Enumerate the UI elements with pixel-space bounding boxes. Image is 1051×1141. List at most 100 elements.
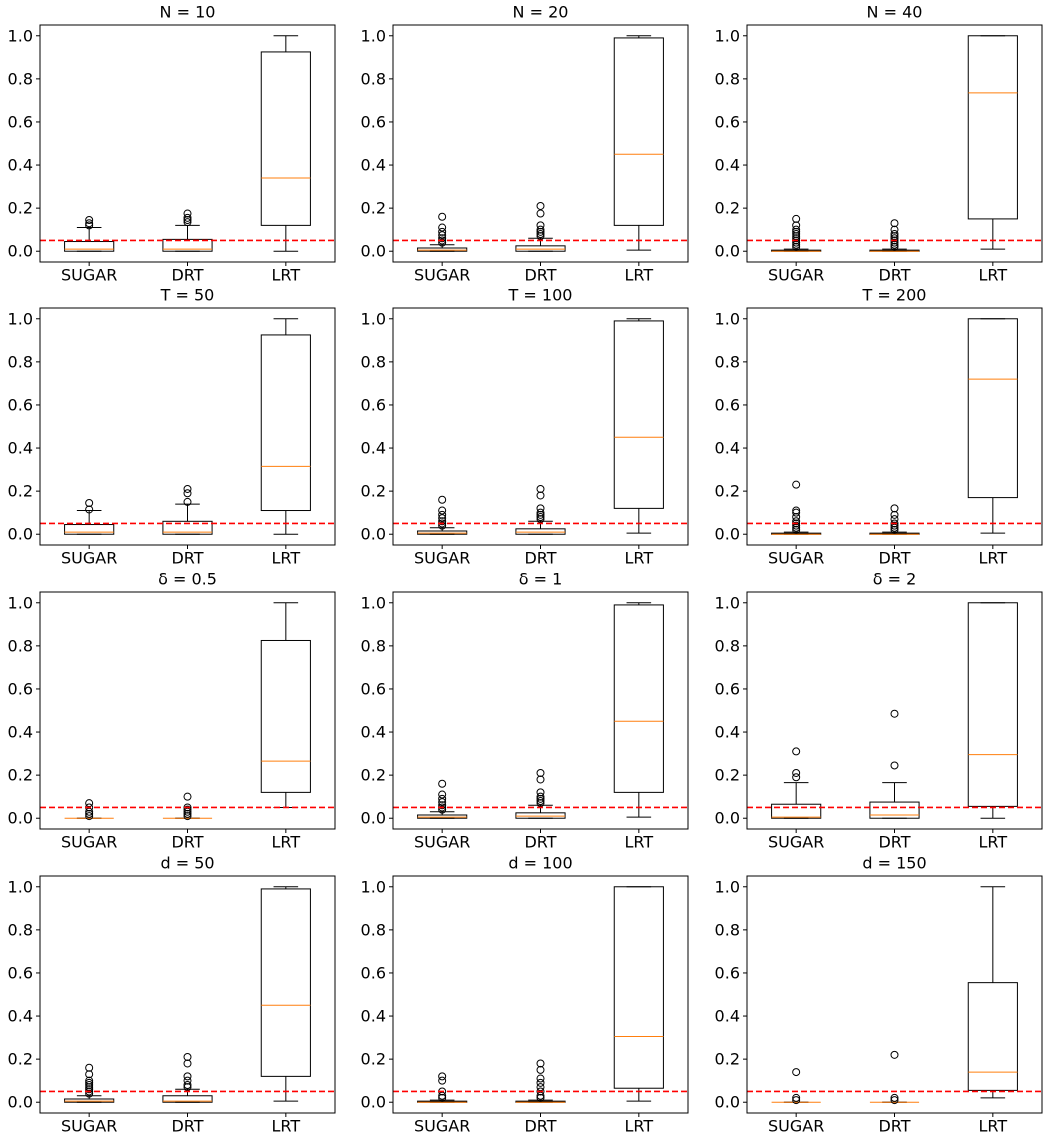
flier xyxy=(183,1059,192,1068)
flier xyxy=(438,1093,447,1102)
flier xyxy=(85,1070,94,1079)
flier xyxy=(536,201,545,210)
x-tick-label: DRT xyxy=(171,833,203,852)
flier xyxy=(85,807,94,816)
flier xyxy=(890,521,899,530)
flier xyxy=(536,504,545,513)
flier xyxy=(183,1083,192,1092)
flier xyxy=(890,515,899,524)
y-tick-label: 0.0 xyxy=(361,1093,386,1112)
y-tick-label: 0.6 xyxy=(8,679,33,698)
box xyxy=(417,814,468,819)
flier xyxy=(890,234,899,243)
y-tick-label: 0.4 xyxy=(361,156,386,175)
y-tick-label: 1.0 xyxy=(8,26,33,45)
flier xyxy=(183,1072,192,1081)
y-tick-label: 0.8 xyxy=(361,69,386,88)
y-tick-label: 0.6 xyxy=(715,679,740,698)
flier xyxy=(438,510,447,519)
flier xyxy=(792,523,801,532)
flier xyxy=(183,489,192,498)
y-tick-label: 0.8 xyxy=(715,636,740,655)
y-tick-label: 1.0 xyxy=(361,877,386,896)
x-tick-label: DRT xyxy=(171,1117,203,1136)
box xyxy=(417,247,468,252)
y-tick-label: 0.0 xyxy=(8,809,33,828)
y-tick-label: 0.8 xyxy=(715,920,740,939)
y-tick-label: 0.6 xyxy=(8,395,33,414)
flier xyxy=(438,231,447,240)
y-tick-label: 0.4 xyxy=(8,1007,33,1026)
x-tick-label: LRT xyxy=(625,833,654,852)
flier xyxy=(890,219,899,228)
y-tick-label: 0.2 xyxy=(8,1050,33,1069)
flier xyxy=(536,1078,545,1087)
flier xyxy=(792,773,801,782)
flier xyxy=(890,229,899,238)
box xyxy=(260,639,311,793)
box xyxy=(967,318,1018,499)
x-tick-label: SUGAR xyxy=(414,1117,470,1136)
flier xyxy=(183,812,192,821)
y-tick-label: 0.6 xyxy=(715,112,740,131)
flier xyxy=(85,1085,94,1094)
y-tick-label: 0.0 xyxy=(715,809,740,828)
y-tick-label: 1.0 xyxy=(8,593,33,612)
flier xyxy=(536,491,545,500)
flier xyxy=(183,809,192,818)
axes-frame xyxy=(392,24,689,263)
box xyxy=(417,530,468,535)
flier xyxy=(792,1096,801,1105)
x-tick-label: LRT xyxy=(272,266,301,285)
flier xyxy=(438,521,447,530)
x-tick-label: DRT xyxy=(524,266,556,285)
x-tick-label: LRT xyxy=(625,266,654,285)
y-tick-label: 0.2 xyxy=(715,482,740,501)
flier xyxy=(85,215,94,224)
flier xyxy=(792,214,801,223)
flier xyxy=(792,232,801,241)
flier xyxy=(438,1091,447,1100)
flier xyxy=(438,506,447,515)
flier xyxy=(438,227,447,236)
x-tick-label: SUGAR xyxy=(414,833,470,852)
axes-frame xyxy=(746,24,1043,263)
flier xyxy=(792,768,801,777)
flier xyxy=(438,495,447,504)
subplot-title: N = 20 xyxy=(513,3,569,22)
flier xyxy=(890,761,899,770)
flier xyxy=(536,792,545,801)
flier xyxy=(792,525,801,534)
flier xyxy=(85,1080,94,1089)
x-tick-label: LRT xyxy=(979,266,1008,285)
y-tick-label: 1.0 xyxy=(715,593,740,612)
y-tick-label: 1.0 xyxy=(715,877,740,896)
x-tick-label: DRT xyxy=(171,266,203,285)
flier xyxy=(536,1059,545,1068)
flier xyxy=(890,709,899,718)
flier xyxy=(183,1052,192,1061)
flier xyxy=(890,1096,899,1105)
flier xyxy=(438,801,447,810)
flier xyxy=(438,790,447,799)
flier xyxy=(536,794,545,803)
x-tick-label: LRT xyxy=(272,833,301,852)
flier xyxy=(85,1089,94,1098)
y-tick-label: 0.8 xyxy=(8,636,33,655)
y-tick-label: 0.4 xyxy=(361,1007,386,1026)
axes-frame xyxy=(746,875,1043,1114)
axes-frame xyxy=(39,24,336,263)
y-tick-label: 0.6 xyxy=(361,395,386,414)
y-tick-label: 0.2 xyxy=(361,1050,386,1069)
x-tick-label: LRT xyxy=(625,1117,654,1136)
flier xyxy=(536,209,545,218)
box xyxy=(967,35,1018,220)
flier xyxy=(536,510,545,519)
flier xyxy=(438,238,447,247)
x-tick-label: LRT xyxy=(272,549,301,568)
y-tick-label: 0.4 xyxy=(715,439,740,458)
flier xyxy=(792,234,801,243)
flier xyxy=(183,1076,192,1085)
y-tick-label: 1.0 xyxy=(8,877,33,896)
flier xyxy=(536,508,545,517)
